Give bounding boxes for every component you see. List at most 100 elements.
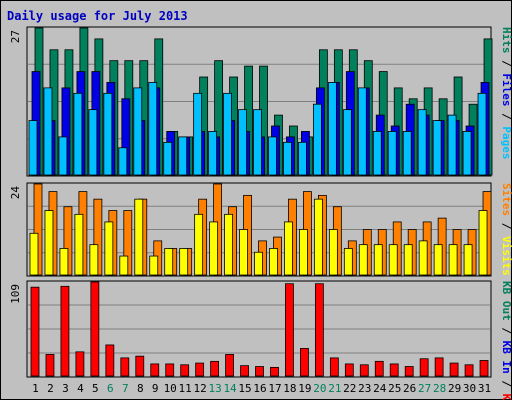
x-tick-label-15: 15 [238, 382, 251, 395]
bar-kbf-28 [434, 357, 444, 377]
x-tick-label-30: 30 [463, 382, 476, 395]
bar-kbf-2 [45, 354, 55, 377]
bar-pages-21 [327, 82, 337, 176]
bar-pages-4 [73, 92, 83, 176]
bar-visits-20 [313, 198, 323, 276]
bar-visits-3 [59, 248, 69, 276]
bar-kbf-9 [150, 363, 160, 377]
legend-hits: Hits [500, 27, 512, 54]
bar-pages-28 [432, 120, 442, 176]
bar-kbf-12 [195, 362, 205, 377]
bar-pages-13 [208, 131, 218, 176]
bar-visits-21 [328, 229, 338, 276]
bar-kbf-16 [255, 366, 264, 377]
bar-kbf-21 [329, 357, 339, 377]
bar-visits-7 [119, 255, 129, 276]
bar-visits-17 [269, 248, 278, 276]
bar-visits-10 [164, 248, 174, 276]
bar-visits-28 [433, 244, 443, 276]
bar-visits-29 [448, 244, 458, 276]
bar-pages-26 [402, 131, 412, 176]
y-max-label: 109 [9, 284, 22, 304]
bar-pages-2 [43, 87, 53, 176]
bar-kbf-5 [90, 281, 100, 377]
x-tick-label-6: 6 [107, 382, 114, 395]
bar-kbf-25 [389, 363, 399, 377]
x-tick-label-1: 1 [32, 382, 39, 395]
bar-kbf-23 [359, 364, 369, 377]
x-tick-label-18: 18 [283, 382, 296, 395]
bar-kbf-22 [344, 363, 354, 377]
bar-pages-5 [88, 109, 98, 176]
bar-visits-23 [358, 244, 368, 276]
bar-kbf-14 [225, 354, 234, 377]
bar-visits-11 [179, 248, 189, 276]
bar-pages-30 [462, 131, 472, 176]
bar-visits-2 [44, 210, 54, 276]
x-tick-label-16: 16 [253, 382, 266, 395]
bar-pages-10 [163, 141, 173, 176]
x-tick-label-21: 21 [328, 382, 341, 395]
right-legend-hits-files-pages: Hits / Files / Pages [500, 27, 512, 160]
bar-pages-18 [283, 141, 292, 176]
bar-pages-8 [133, 87, 143, 176]
bar-kbf-29 [449, 362, 459, 377]
bar-kbf-15 [240, 365, 249, 377]
bar-kbf-27 [419, 358, 429, 377]
bar-visits-30 [463, 244, 473, 276]
bar-kbf-1 [30, 286, 40, 377]
bar-kbf-3 [60, 285, 70, 377]
bar-visits-31 [478, 210, 488, 276]
x-tick-label-13: 13 [208, 382, 221, 395]
bar-visits-13 [209, 221, 219, 276]
legend-separator: / [500, 321, 512, 341]
legend-separator: / [500, 107, 512, 127]
x-tick-label-7: 7 [122, 382, 129, 395]
x-tick-label-24: 24 [373, 382, 387, 395]
legend-sites: Sites [500, 183, 512, 216]
bar-visits-26 [403, 244, 413, 276]
bar-pages-27 [417, 109, 427, 176]
bar-pages-23 [357, 87, 367, 176]
x-tick-label-29: 29 [448, 382, 461, 395]
x-tick-label-22: 22 [343, 382, 356, 395]
bar-pages-16 [253, 109, 262, 176]
bar-kbf-19 [300, 348, 309, 377]
bar-pages-1 [28, 120, 38, 176]
bar-visits-22 [343, 248, 353, 276]
x-tick-label-23: 23 [358, 382, 371, 395]
x-tick-label-31: 31 [478, 382, 491, 395]
bar-visits-15 [239, 229, 248, 276]
bar-pages-29 [447, 114, 457, 176]
bar-visits-8 [134, 198, 144, 276]
bar-visits-9 [149, 255, 159, 276]
bar-pages-11 [178, 136, 188, 176]
bar-visits-12 [194, 213, 204, 276]
y-max-label: 27 [9, 30, 22, 43]
bar-pages-12 [193, 92, 203, 176]
bar-kbf-10 [165, 363, 175, 377]
bar-pages-22 [342, 109, 352, 176]
x-tick-label-20: 20 [313, 382, 326, 395]
x-tick-label-3: 3 [62, 382, 69, 395]
bar-kbf-13 [210, 360, 220, 377]
x-tick-label-27: 27 [418, 382, 431, 395]
y-max-label: 24 [9, 186, 22, 200]
x-tick-label-25: 25 [388, 382, 401, 395]
right-legend-kbf: KB Out / KB In / KB F [500, 281, 512, 400]
right-legend-visits-sites: Sites / Visits [500, 183, 512, 276]
x-tick-label-17: 17 [268, 382, 281, 395]
x-tick-label-26: 26 [403, 382, 416, 395]
bar-visits-25 [388, 244, 398, 276]
bar-pages-20 [312, 103, 322, 176]
legend-visits: Visits [500, 236, 512, 276]
x-tick-label-2: 2 [47, 382, 54, 395]
bar-kbf-20 [314, 283, 324, 377]
legend-files: Files [500, 73, 512, 106]
x-tick-label-12: 12 [194, 382, 207, 395]
bar-pages-15 [238, 109, 247, 176]
bar-kbf-7 [120, 357, 130, 377]
bar-pages-24 [372, 131, 382, 176]
bar-visits-18 [284, 221, 293, 276]
